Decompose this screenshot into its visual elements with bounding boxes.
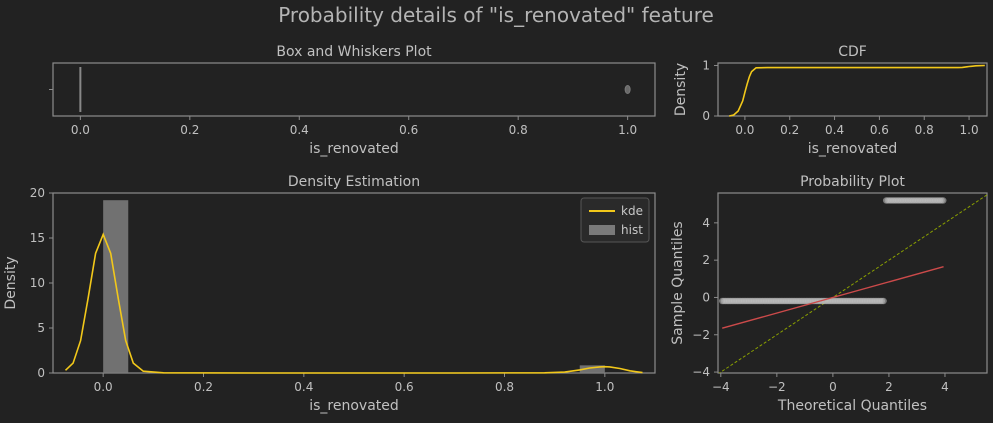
legend-label: kde xyxy=(621,204,643,218)
y-tick-label: 20 xyxy=(30,186,45,200)
x-tick-label: 0.2 xyxy=(194,380,213,394)
density-estimation-axes: Density Estimation 0.0 0.2 0.4 0.6 0.8 1.0 0 5 10… xyxy=(3,174,656,414)
y-tick-label: 0 xyxy=(37,366,45,380)
x-tick-label: 0.6 xyxy=(399,123,418,137)
x-tick-label: 0 xyxy=(829,380,837,394)
reference-line xyxy=(718,194,987,373)
axes-title: Probability Plot xyxy=(800,174,905,190)
axes-frame xyxy=(52,192,656,374)
probability-plot-axes: Probability Plot −4 −2 0 2 4 −4 −2 0 2 4 Theoretica… xyxy=(670,174,988,414)
outlier-point xyxy=(624,85,631,94)
sample-point xyxy=(940,197,947,204)
axes-title: Box and Whiskers Plot xyxy=(276,44,432,60)
legend-label: hist xyxy=(621,223,643,237)
x-tick-label: 0.2 xyxy=(180,123,199,137)
x-tick-label: 1.0 xyxy=(960,123,979,137)
axes-frame xyxy=(717,62,988,117)
figure-title: Probability details of "is_renovated" fe… xyxy=(278,3,714,27)
x-tick-label: 0.8 xyxy=(915,123,934,137)
x-tick-label: 4 xyxy=(941,380,949,394)
hist-bar xyxy=(579,365,605,373)
x-tick-label: 0.6 xyxy=(870,123,889,137)
y-tick-label: −2 xyxy=(692,328,710,342)
box-whiskers-axes: Box and Whiskers Plot 0.0 0.2 0.4 0.6 0.8 1.0 i… xyxy=(49,44,656,157)
y-axis-label: Sample Quantiles xyxy=(670,221,686,344)
axes-title: CDF xyxy=(838,44,867,60)
x-tick-label: 0.4 xyxy=(290,123,309,137)
probplot-marks xyxy=(718,194,987,373)
legend-hist-swatch xyxy=(589,225,615,235)
legend: kde hist xyxy=(580,197,650,243)
kde-line xyxy=(64,232,643,374)
x-tick-label: 0.0 xyxy=(735,123,754,137)
x-axis-label: Theoretical Quantiles xyxy=(777,398,927,414)
x-tick-label: 0.2 xyxy=(780,123,799,137)
x-tick-label: 1.0 xyxy=(618,123,637,137)
x-tick-label: 1.0 xyxy=(595,380,614,394)
y-tick-label: 0 xyxy=(702,109,710,123)
y-tick-label: 4 xyxy=(702,216,710,230)
x-tick-label: 0.6 xyxy=(395,380,414,394)
y-tick-label: 2 xyxy=(702,253,710,267)
x-tick-label: 0.8 xyxy=(509,123,528,137)
y-axis-label: Density xyxy=(3,256,19,309)
y-tick-label: 5 xyxy=(37,321,45,335)
cdf-axes: CDF 0.0 0.2 0.4 0.6 0.8 1.0 0 1 is_renovated Densi… xyxy=(673,44,988,157)
y-tick-label: 10 xyxy=(30,276,45,290)
cdf-line xyxy=(729,64,985,117)
x-tick-label: 0.4 xyxy=(294,380,313,394)
x-axis-label: is_renovated xyxy=(309,141,399,157)
x-tick-label: 0.0 xyxy=(94,380,113,394)
axes-frame xyxy=(717,192,988,374)
x-tick-label: −4 xyxy=(712,380,730,394)
y-tick-label: 1 xyxy=(702,59,710,73)
y-tick-label: −4 xyxy=(692,365,710,379)
x-axis-label: is_renovated xyxy=(808,141,898,157)
x-tick-label: 0.4 xyxy=(825,123,844,137)
x-tick-label: −2 xyxy=(768,380,786,394)
x-tick-label: 0.8 xyxy=(495,380,514,394)
x-tick-label: 0.0 xyxy=(71,123,90,137)
y-tick-label: 15 xyxy=(30,231,45,245)
x-tick-label: 2 xyxy=(885,380,893,394)
axes-title: Density Estimation xyxy=(288,174,420,190)
y-axis-label: Density xyxy=(673,63,689,116)
sample-point xyxy=(880,297,887,305)
x-axis-label: is_renovated xyxy=(309,398,399,414)
fit-line xyxy=(722,266,944,329)
y-tick-label: 0 xyxy=(702,290,710,304)
axes-frame xyxy=(52,62,656,117)
